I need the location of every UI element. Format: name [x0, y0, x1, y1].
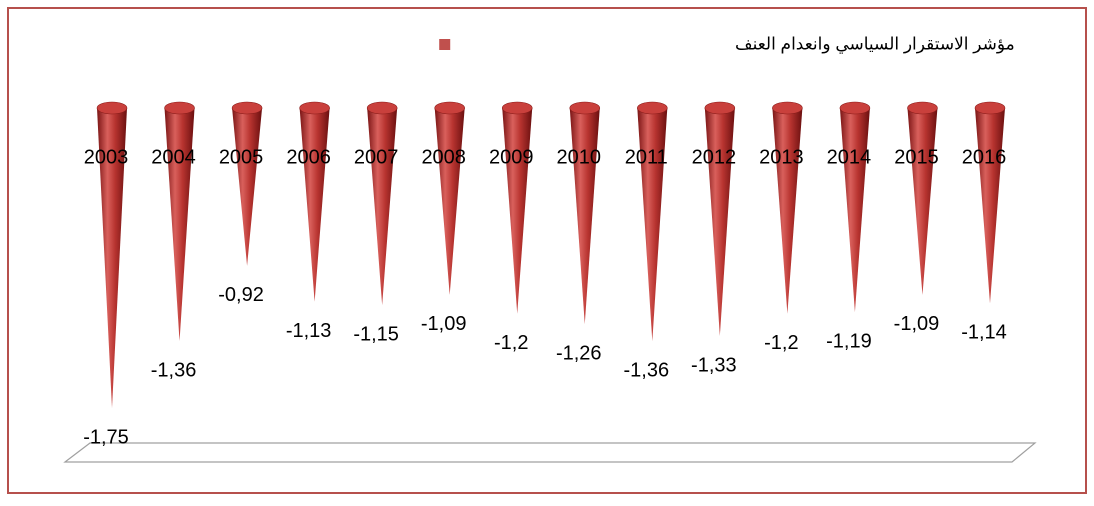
cone-cap: [366, 101, 398, 115]
x-tick-label: 2007: [354, 146, 399, 168]
cone-cap: [501, 101, 533, 115]
value-label: -1,09: [421, 313, 467, 335]
x-tick-label: 2006: [286, 146, 331, 168]
value-label: -0,92: [218, 284, 264, 306]
cone-cap: [299, 101, 330, 115]
cone-cap: [839, 101, 871, 115]
value-label: -1,33: [691, 354, 737, 376]
x-tick-label: 2009: [489, 146, 534, 168]
cone-cap: [637, 101, 668, 115]
cone: [502, 102, 533, 314]
cone: [97, 102, 127, 408]
value-label: -1,15: [353, 323, 399, 345]
cone-cap: [231, 101, 263, 115]
cone-cap: [96, 101, 128, 115]
cone: [907, 102, 938, 295]
cone-cap: [434, 101, 465, 115]
legend-swatch: [439, 39, 451, 50]
floor: [63, 442, 1037, 463]
cone-cap: [907, 101, 938, 115]
value-label: -1,26: [556, 342, 602, 364]
x-tick-label: 2013: [759, 146, 804, 168]
cone: [164, 102, 195, 342]
cone: [637, 102, 668, 342]
x-tick-label: 2014: [827, 146, 872, 168]
chart-frame: [7, 7, 1087, 494]
cone: [299, 102, 330, 302]
cone-cap: [974, 101, 1006, 115]
cone: [434, 102, 465, 295]
value-label: -1,2: [494, 332, 528, 354]
value-label: -1,2: [764, 332, 798, 354]
cone: [772, 102, 803, 314]
x-tick-label: 2015: [894, 146, 939, 168]
value-label: -1,36: [151, 359, 197, 381]
x-tick-label: 2005: [219, 146, 264, 168]
x-tick-label: 2011: [625, 146, 668, 168]
value-label: -1,36: [624, 359, 670, 381]
x-tick-label: 2008: [421, 146, 466, 168]
cone: [704, 102, 735, 336]
x-tick-label: 2004: [151, 146, 196, 168]
cone-cap: [569, 101, 601, 115]
value-label: -1,13: [286, 320, 332, 342]
value-label: -1,19: [826, 330, 872, 352]
value-label: -1,14: [961, 322, 1007, 344]
cone-cap: [704, 101, 736, 115]
x-tick-label: 2012: [692, 146, 737, 168]
x-tick-label: 2010: [557, 146, 602, 168]
cone: [367, 102, 398, 306]
cone: [232, 101, 263, 266]
value-label: -1,75: [83, 426, 129, 448]
x-tick-label: 2003: [84, 146, 129, 168]
x-tick-label: 2016: [962, 146, 1007, 168]
cone: [569, 102, 600, 324]
value-label: -1,09: [894, 313, 940, 335]
cone: [839, 102, 870, 312]
cone-cap: [772, 101, 803, 115]
legend-text: مؤشر الاستقرار السياسي وانعدام العنف: [735, 34, 1015, 54]
cone: [975, 102, 1005, 304]
cone-cap: [164, 101, 195, 115]
